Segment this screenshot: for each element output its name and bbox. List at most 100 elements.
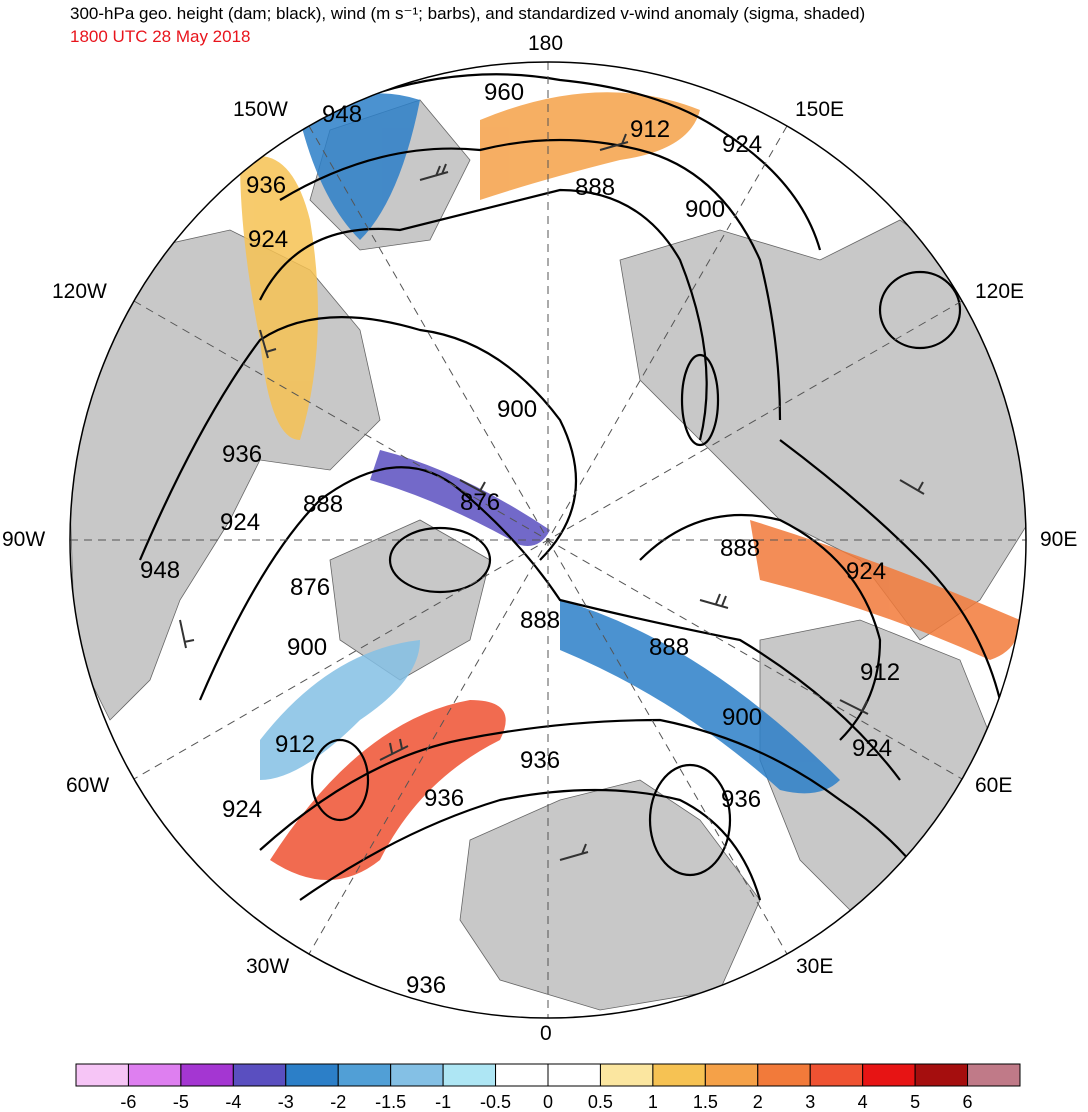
anomaly-positive-pacific (480, 92, 700, 200)
land-greenland (329, 519, 491, 681)
contour-label: 888 (520, 607, 560, 634)
colorbar (75, 1063, 1021, 1087)
lon-label-120e: 120E (975, 280, 1025, 303)
contour-label: 876 (460, 489, 500, 516)
anomaly-negative-atlantic (260, 640, 420, 780)
map-disk-content (70, 62, 1026, 1018)
colorbar-label: -2 (330, 1092, 347, 1112)
contour-label: 948 (140, 557, 180, 584)
colorbar-box (862, 1063, 916, 1087)
colorbar-box (75, 1063, 129, 1087)
contour-line (299, 788, 762, 901)
colorbar-label: 4 (857, 1092, 868, 1112)
contour-closed-low (878, 270, 962, 350)
colorbar-box (914, 1063, 969, 1087)
colorbar-label: 2 (752, 1092, 763, 1112)
contour-line (779, 439, 1002, 701)
colorbar-box (127, 1063, 182, 1087)
contour-label: 912 (630, 116, 670, 143)
anomaly-negative-alaska (300, 93, 420, 240)
graticule (70, 62, 1026, 1018)
colorbar-label: 0.5 (587, 1092, 613, 1112)
contour-label: 888 (575, 174, 615, 201)
colorbar-box (652, 1063, 706, 1087)
lon-label-60e: 60E (975, 774, 1013, 797)
wind-barb (459, 479, 487, 495)
anomaly-positive-atlantic (270, 700, 506, 880)
contour-closed-low (310, 738, 370, 822)
colorbar-box (809, 1063, 864, 1087)
map-boundary (69, 61, 1027, 1019)
meridian-120e-60w (133, 300, 963, 780)
colorbar-label: -5 (172, 1092, 189, 1112)
colorbar-box (547, 1063, 601, 1087)
wind-barb (839, 699, 869, 715)
contour-label: 924 (722, 131, 762, 158)
lon-label-150w: 150W (233, 98, 288, 121)
contour-label: 888 (649, 634, 689, 661)
wind-barb (259, 329, 277, 359)
contour-label: 936 (721, 786, 761, 813)
contour-line (329, 73, 822, 251)
contour-label: 936 (424, 785, 464, 812)
colorbar-label: -0.5 (480, 1092, 512, 1112)
lon-label-30w: 30W (246, 955, 290, 978)
contour-label: 924 (248, 226, 288, 253)
lon-label-bottom: 0 (540, 1022, 552, 1045)
anomaly-negative-arctic (370, 450, 550, 546)
contour-label: 900 (722, 704, 762, 731)
contour-label: 900 (497, 396, 537, 423)
colorbar-box (285, 1063, 339, 1087)
colorbar-box (704, 1063, 759, 1087)
colorbar-label: 1.5 (692, 1092, 718, 1112)
land-siberia (619, 219, 1026, 641)
contour-label: 924 (846, 558, 886, 585)
contour-line (138, 316, 578, 561)
height-contours (138, 73, 1002, 901)
colorbar-label: 1 (647, 1092, 658, 1112)
contour-label: 936 (520, 747, 560, 774)
colorbar-label: -1 (435, 1092, 452, 1112)
anomaly-shading (240, 92, 1020, 880)
contour-label: 936 (246, 172, 286, 199)
wind-barbs (179, 133, 925, 861)
colorbar-label: 6 (962, 1092, 973, 1112)
colorbar-label: -3 (277, 1092, 294, 1112)
colorbar-box (232, 1063, 287, 1087)
valid-time: 1800 UTC 28 May 2018 (70, 27, 251, 46)
contour-label: 924 (222, 796, 262, 823)
colorbar-label: 0 (542, 1092, 554, 1112)
contour-label: 924 (852, 735, 892, 762)
contour-line (259, 188, 708, 441)
contour-label: 936 (222, 441, 262, 468)
wind-barb (599, 133, 629, 151)
contour-label: 912 (275, 731, 315, 758)
contour-line (639, 513, 882, 741)
contour-label: 888 (720, 535, 760, 562)
lon-label-top: 180 (528, 32, 564, 55)
colorbar-label: -4 (225, 1092, 242, 1112)
anomaly-negative-north-asia (560, 600, 840, 794)
wind-barb (559, 843, 589, 861)
contour-label: 888 (303, 491, 343, 518)
contour-line (198, 466, 901, 781)
lon-label-right: 90E (1040, 528, 1078, 551)
colorbar-box (180, 1063, 234, 1087)
lon-label-left: 90W (2, 528, 46, 551)
colorbar-box (757, 1063, 811, 1087)
colorbar-label: 5 (910, 1092, 921, 1112)
polar-map: 960 948 912 924 936 888 900 924 936 888 … (69, 61, 1027, 1019)
contour-label: 936 (406, 972, 446, 999)
contour-label: 900 (287, 634, 327, 661)
colorbar-label: -1.5 (375, 1092, 407, 1112)
colorbar-label: -6 (120, 1092, 137, 1112)
colorbar-box (495, 1063, 549, 1087)
contour-closed-low (648, 763, 732, 877)
land-masses (70, 99, 1026, 1011)
lon-label-60w: 60W (66, 774, 110, 797)
wind-barb (699, 593, 729, 609)
colorbar-box (599, 1063, 654, 1087)
wind-barb (179, 619, 195, 649)
colorbar-box (390, 1063, 444, 1087)
contour-label: 948 (322, 101, 362, 128)
